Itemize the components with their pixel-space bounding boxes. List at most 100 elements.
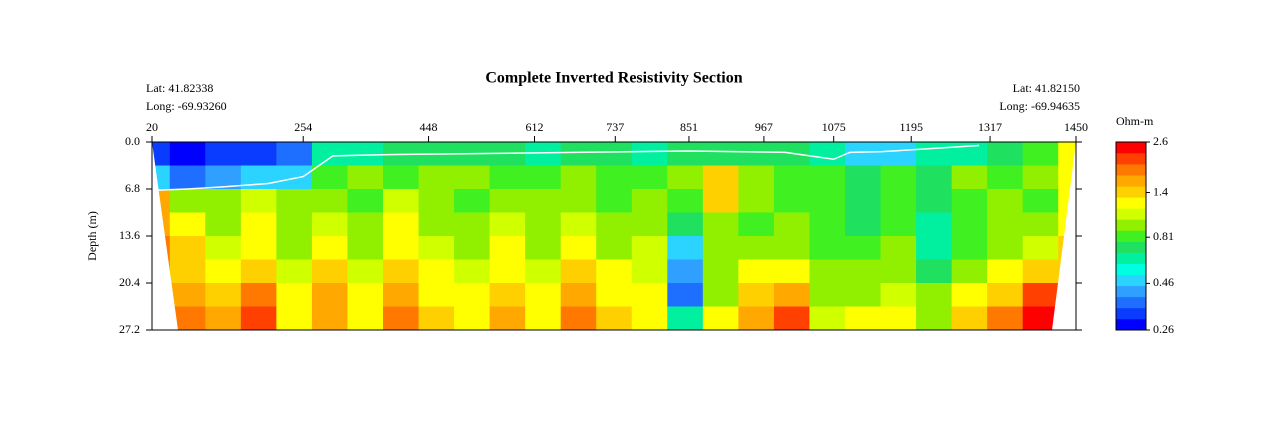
resistivity-cell: [276, 189, 313, 213]
resistivity-cell: [489, 306, 526, 330]
x-tick-label: 254: [294, 120, 312, 134]
colorbar-band: [1116, 296, 1146, 309]
resistivity-cell: [169, 259, 206, 284]
resistivity-cell: [383, 189, 420, 213]
resistivity-cell: [489, 283, 526, 307]
resistivity-cell: [418, 259, 455, 284]
resistivity-cell: [525, 165, 562, 190]
resistivity-cell: [773, 283, 810, 307]
y-tick-label: 27.2: [119, 322, 140, 336]
resistivity-cell: [916, 165, 953, 190]
resistivity-cell: [702, 165, 739, 190]
resistivity-cell: [276, 236, 313, 260]
y-tick-label: 13.6: [119, 228, 140, 242]
colorbar-band: [1116, 186, 1146, 198]
resistivity-cell: [240, 259, 277, 284]
resistivity-cell: [667, 259, 704, 284]
resistivity-cell: [738, 142, 775, 166]
resistivity-cell: [596, 283, 633, 307]
resistivity-cell: [880, 259, 917, 284]
resistivity-cell: [525, 306, 562, 330]
resistivity-cell: [311, 283, 348, 307]
resistivity-cell: [916, 259, 953, 284]
section-field: [152, 142, 1076, 330]
resistivity-cell: [454, 236, 491, 260]
resistivity-cell: [383, 212, 420, 237]
resistivity-cell: [987, 306, 1024, 330]
resistivity-cell: [276, 212, 313, 237]
resistivity-cell: [809, 306, 846, 330]
resistivity-cell: [596, 189, 633, 213]
resistivity-cell: [1022, 236, 1059, 260]
resistivity-cell: [1022, 165, 1059, 190]
x-tick-label: 1195: [899, 120, 923, 134]
resistivity-cell: [454, 306, 491, 330]
colorbar-tick-label: 0.26: [1153, 322, 1174, 336]
resistivity-cell: [845, 259, 882, 284]
resistivity-cell: [702, 283, 739, 307]
resistivity-cell: [738, 236, 775, 260]
resistivity-cell: [489, 212, 526, 237]
resistivity-cell: [169, 142, 206, 166]
resistivity-cell: [773, 189, 810, 213]
resistivity-cell: [951, 189, 988, 213]
resistivity-cell: [525, 189, 562, 213]
resistivity-cell: [916, 306, 953, 330]
resistivity-cell: [987, 259, 1024, 284]
resistivity-cell: [347, 212, 384, 237]
resistivity-cell: [845, 236, 882, 260]
resistivity-cell: [631, 259, 668, 284]
resistivity-cell: [738, 189, 775, 213]
resistivity-cell: [205, 189, 242, 213]
x-tick-label: 967: [755, 120, 773, 134]
resistivity-cell: [383, 236, 420, 260]
resistivity-cell: [809, 212, 846, 237]
y-tick-label: 20.4: [119, 275, 140, 289]
resistivity-cell: [773, 259, 810, 284]
resistivity-cell: [418, 236, 455, 260]
resistivity-cell: [738, 283, 775, 307]
resistivity-cell: [667, 165, 704, 190]
colorbar-tick-label: 0.46: [1153, 275, 1174, 289]
colorbar-band: [1116, 263, 1146, 276]
resistivity-cell: [987, 189, 1024, 213]
resistivity-cell: [951, 259, 988, 284]
resistivity-cell: [702, 212, 739, 237]
resistivity-cell: [596, 212, 633, 237]
x-tick-label: 448: [420, 120, 438, 134]
colorbar-tick-label: 0.81: [1153, 229, 1174, 243]
resistivity-cell: [1022, 259, 1059, 284]
resistivity-cell: [845, 212, 882, 237]
colorbar-band: [1116, 142, 1146, 154]
resistivity-cell: [987, 142, 1024, 166]
resistivity-cell: [773, 236, 810, 260]
resistivity-cell: [205, 306, 242, 330]
resistivity-cell: [667, 212, 704, 237]
resistivity-cell: [276, 259, 313, 284]
x-tick-label: 20: [146, 120, 158, 134]
resistivity-cell: [560, 142, 597, 166]
resistivity-cell: [809, 142, 846, 166]
resistivity-cell: [311, 212, 348, 237]
resistivity-cell: [667, 189, 704, 213]
resistivity-cell: [240, 236, 277, 260]
resistivity-cell: [916, 142, 953, 166]
colorbar-band: [1116, 153, 1146, 165]
resistivity-cell: [454, 212, 491, 237]
resistivity-cell: [560, 236, 597, 260]
resistivity-cell: [702, 142, 739, 166]
colorbar-tick-label: 1.4: [1153, 184, 1168, 198]
resistivity-cell: [916, 283, 953, 307]
resistivity-cell: [880, 189, 917, 213]
resistivity-cell: [596, 306, 633, 330]
resistivity-cell: [311, 306, 348, 330]
resistivity-cell: [169, 165, 206, 190]
y-axis-label: Depth (m): [85, 211, 99, 261]
resistivity-cell: [631, 236, 668, 260]
resistivity-cell: [560, 165, 597, 190]
resistivity-cell: [1022, 142, 1059, 166]
resistivity-cell: [205, 283, 242, 307]
resistivity-cell: [951, 165, 988, 190]
resistivity-cell: [667, 142, 704, 166]
water-bottom-line: [152, 144, 980, 192]
